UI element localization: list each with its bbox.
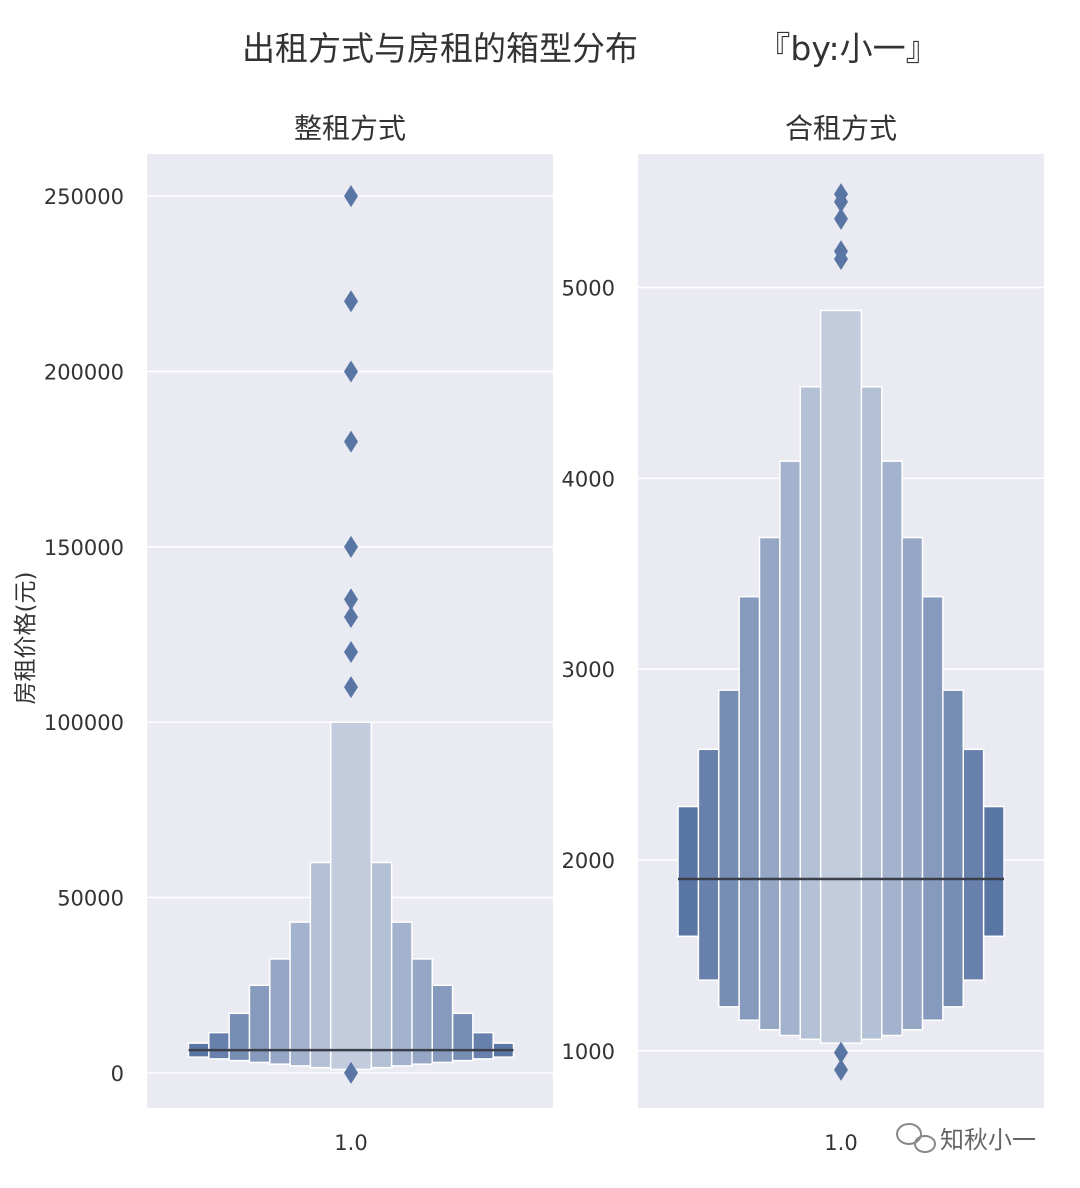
y-tick-label: 250000 xyxy=(44,185,124,209)
y-tick-label: 150000 xyxy=(44,536,124,560)
chart-title: 出租方式与房租的箱型分布 xyxy=(242,29,638,68)
y-tick-label: 4000 xyxy=(562,467,615,491)
panel-whole-rent: 0 50000 100000 150000 200000 250000 整租方式 1.0 xyxy=(44,112,553,1155)
y-tick-label: 200000 xyxy=(44,360,124,384)
outlier-point xyxy=(344,360,358,383)
outlier-point xyxy=(834,190,848,213)
outlier-point xyxy=(834,1041,848,1064)
watermark-text: 知秋小一 xyxy=(940,1126,1036,1154)
chart-byline: 『by:小一』 xyxy=(757,29,938,68)
y-tick-label: 100000 xyxy=(44,711,124,735)
y-tick-label: 0 xyxy=(111,1062,124,1086)
outlier-point xyxy=(834,207,848,230)
panel-shared-rent: 1000 2000 3000 4000 5000 合租方式 1.0 xyxy=(562,112,1044,1155)
outlier-point xyxy=(344,641,358,664)
outlier-point xyxy=(344,185,358,208)
watermark: 知秋小一 xyxy=(896,1123,1036,1154)
letter-value-box xyxy=(329,721,373,1071)
y-tick-label: 1000 xyxy=(562,1040,615,1064)
outlier-point xyxy=(344,535,358,558)
outlier-point xyxy=(344,430,358,453)
y-tick-label: 2000 xyxy=(562,849,615,873)
outlier-point xyxy=(344,676,358,699)
x-tick-label: 1.0 xyxy=(824,1131,857,1155)
outlier-point xyxy=(834,247,848,270)
outlier-point xyxy=(344,1061,358,1084)
y-axis-label: 房租价格(元) xyxy=(13,572,39,705)
y-tick-label: 5000 xyxy=(562,277,615,301)
outlier-point xyxy=(344,588,358,611)
wechat-icon xyxy=(896,1123,936,1153)
subplot-title: 合租方式 xyxy=(785,112,897,145)
x-tick-label: 1.0 xyxy=(334,1131,367,1155)
subplot-title: 整租方式 xyxy=(294,112,406,145)
outlier-point xyxy=(344,290,358,313)
outlier-point xyxy=(834,1058,848,1081)
outlier-point xyxy=(344,605,358,628)
y-tick-label: 3000 xyxy=(562,658,615,682)
y-tick-label: 50000 xyxy=(57,887,124,911)
letter-value-box xyxy=(819,309,863,1044)
